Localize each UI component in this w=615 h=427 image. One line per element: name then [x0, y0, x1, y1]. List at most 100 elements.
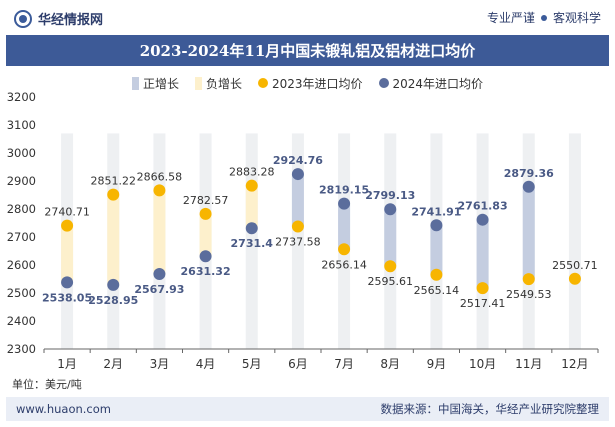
- slogan: 专业严谨 客观科学: [487, 9, 601, 26]
- data-label-2023: 2851.22: [91, 175, 137, 188]
- point-2024: [107, 278, 120, 291]
- footer-site[interactable]: www.huaon.com: [16, 402, 111, 416]
- x-tick-label: 4月: [196, 357, 216, 371]
- x-tick-label: 1月: [57, 357, 77, 371]
- x-tick-label: 2月: [103, 357, 123, 371]
- data-label-2023: 2737.58: [275, 235, 321, 248]
- data-label-2024: 2528.95: [88, 294, 138, 307]
- point-2023: [476, 282, 489, 295]
- legend-2024: 2024年进口均价: [378, 75, 484, 92]
- x-tick-label: 10月: [469, 357, 496, 371]
- data-label-2024: 2924.76: [273, 154, 323, 167]
- positive-change-bar: [476, 219, 489, 289]
- slogan-right: 客观科学: [552, 11, 601, 25]
- bullet-dot-icon: [540, 14, 547, 21]
- brand: 华经情报网: [14, 9, 103, 28]
- point-2024: [291, 168, 304, 181]
- footer-source: 数据来源：中国海关，华经产业研究院整理: [380, 402, 600, 416]
- legend-negative-swatch: [194, 76, 202, 90]
- data-label-2023: 2595.61: [368, 275, 414, 288]
- legend-2023: 2023年进口均价: [257, 75, 363, 92]
- legend-2024-swatch: [378, 78, 389, 88]
- point-2023: [199, 207, 212, 220]
- point-2023: [568, 272, 581, 285]
- y-tick-label: 3100: [7, 118, 36, 132]
- data-label-2024: 2879.36: [504, 167, 554, 180]
- positive-change-bar: [430, 225, 443, 275]
- bg-column: [568, 133, 581, 349]
- brand-name: 华经情报网: [38, 13, 104, 28]
- data-label-2024: 2731.4: [231, 237, 274, 250]
- data-label-2023: 2656.14: [321, 258, 367, 271]
- negative-change-bar: [107, 194, 120, 285]
- top-bar: 华经情报网 专业严谨 客观科学: [0, 0, 615, 34]
- data-label-2024: 2761.83: [458, 200, 508, 213]
- data-label-2023: 2550.71: [552, 259, 598, 272]
- data-label-2023: 2866.58: [137, 170, 183, 183]
- point-2023: [153, 184, 166, 197]
- legend-2023-label: 2023年进口均价: [271, 76, 363, 91]
- point-2024: [522, 180, 535, 193]
- point-2023: [384, 260, 397, 273]
- data-label-2024: 2631.32: [181, 265, 231, 278]
- y-tick-label: 2700: [7, 230, 36, 244]
- data-label-2023: 2517.41: [460, 297, 506, 310]
- positive-change-bar: [522, 186, 535, 280]
- negative-change-bar: [153, 190, 166, 274]
- legend-positive-swatch: [131, 76, 139, 90]
- title-bar: 2023-2024年11月中国未锻轧铝及铝材进口均价: [6, 35, 609, 66]
- x-tick-label: 3月: [150, 357, 170, 371]
- data-label-2024: 2538.05: [42, 291, 92, 304]
- point-2023: [430, 268, 443, 281]
- legend-2024-label: 2024年进口均价: [392, 76, 484, 91]
- data-label-2023: 2565.14: [414, 284, 460, 297]
- negative-change-bar: [245, 185, 258, 229]
- x-tick-label: 9月: [427, 357, 447, 371]
- brand-logo-icon: [14, 9, 32, 28]
- point-2024: [384, 203, 397, 216]
- y-tick-label: 2900: [7, 174, 36, 188]
- legend-negative-label: 负增长: [205, 76, 242, 91]
- legend-positive-label: 正增长: [142, 76, 179, 91]
- point-2023: [245, 179, 258, 192]
- negative-change-bar: [199, 213, 212, 257]
- y-tick-label: 2500: [7, 286, 36, 300]
- slogan-left: 专业严谨: [486, 11, 535, 25]
- point-2023: [61, 219, 74, 232]
- data-label-2023: 2740.71: [44, 206, 90, 219]
- point-2024: [476, 213, 489, 226]
- data-label-2024: 2567.93: [134, 283, 184, 296]
- data-label-2023: 2549.53: [506, 288, 552, 301]
- point-2023: [291, 220, 304, 233]
- chart-legend: 正增长 负增长 2023年进口均价 2024年进口均价: [0, 71, 615, 95]
- point-2024: [61, 276, 74, 289]
- data-label-2024: 2819.15: [319, 184, 369, 197]
- x-tick-label: 8月: [380, 357, 400, 371]
- legend-negative: 负增长: [194, 75, 242, 92]
- positive-change-bar: [338, 203, 351, 250]
- point-2024: [199, 250, 212, 263]
- unit-label: 单位：美元/吨: [12, 378, 82, 391]
- point-2023: [338, 243, 351, 256]
- y-tick-label: 2800: [7, 202, 36, 216]
- point-2024: [153, 267, 166, 280]
- legend-positive: 正增长: [131, 75, 179, 92]
- footer: www.huaon.com 数据来源：中国海关，华经产业研究院整理: [6, 397, 609, 421]
- point-2024: [338, 197, 351, 210]
- x-tick-label: 6月: [288, 357, 308, 371]
- point-2023: [107, 188, 120, 201]
- data-label-2023: 2883.28: [229, 166, 275, 179]
- data-label-2024: 2741.91: [411, 205, 461, 218]
- positive-change-bar: [384, 209, 397, 267]
- legend-2023-swatch: [257, 78, 268, 88]
- y-tick-label: 3200: [7, 90, 36, 104]
- point-2024: [430, 219, 443, 232]
- x-tick-label: 11月: [515, 357, 542, 371]
- negative-change-bar: [61, 225, 74, 283]
- positive-change-bar: [291, 174, 304, 227]
- data-label-2024: 2799.13: [365, 189, 415, 202]
- y-tick-label: 2600: [7, 258, 36, 272]
- point-2024: [245, 222, 258, 235]
- chart-title: 2023-2024年11月中国未锻轧铝及铝材进口均价: [139, 42, 476, 60]
